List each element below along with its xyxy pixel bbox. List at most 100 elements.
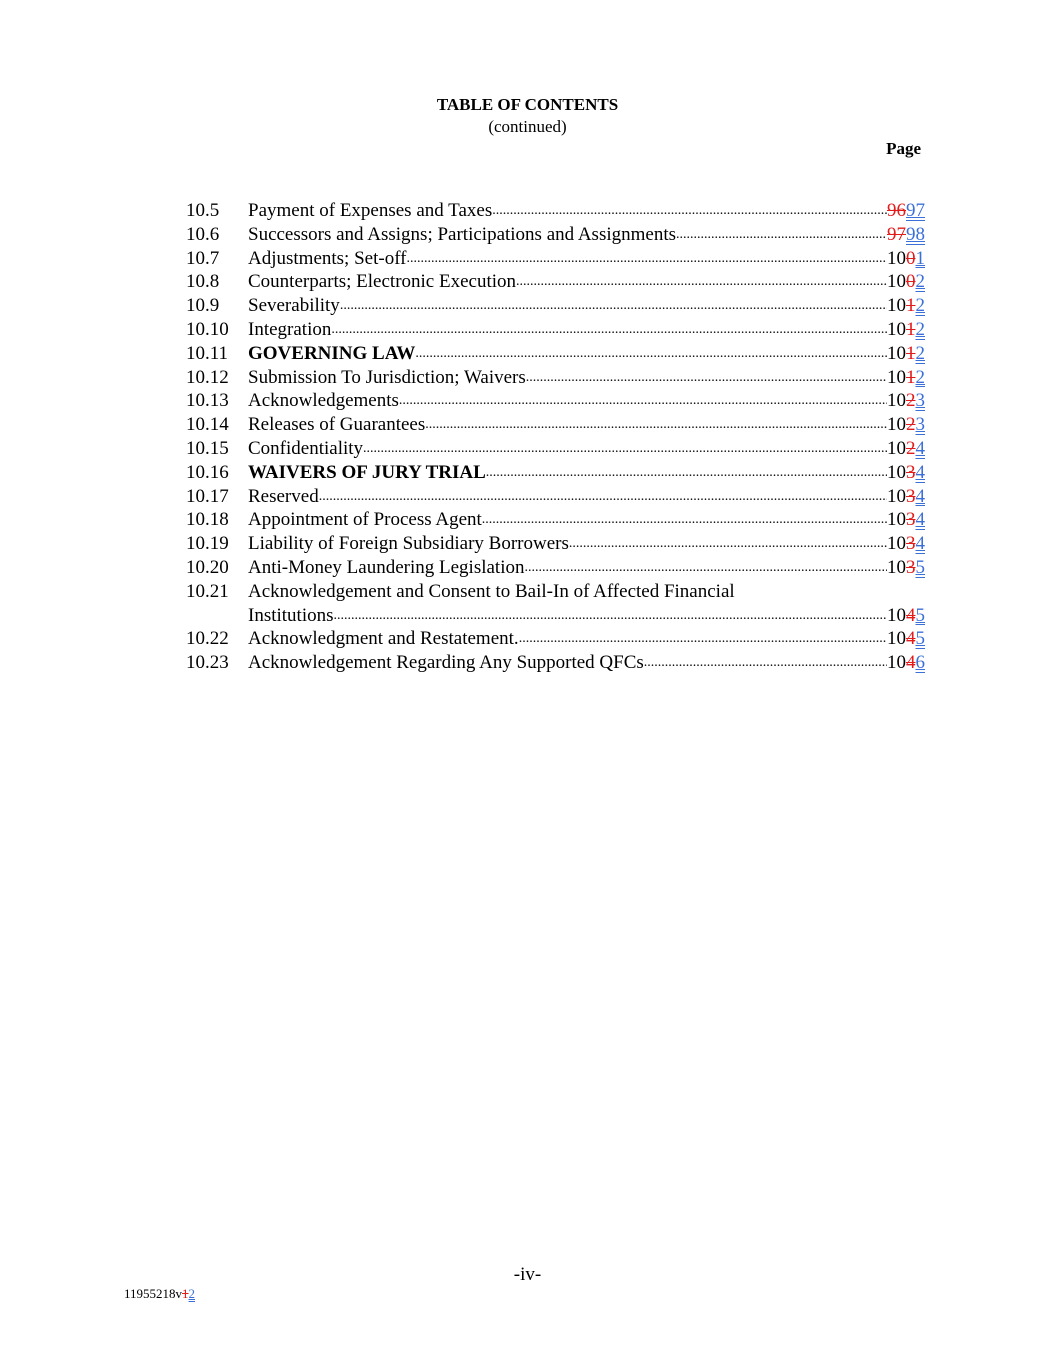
toc-entry[interactable]: 10.18 Appointment of Process Agent 1034 [186, 508, 925, 532]
page-deleted: 0 [906, 271, 916, 293]
toc-entry[interactable]: 10.9 Severability 1012 [186, 294, 925, 318]
toc-page-ref: 1046 [887, 651, 925, 675]
toc-entry-continuation[interactable]: Institutions 1045 [186, 604, 925, 628]
page-base: 10 [887, 509, 906, 531]
toc-entry[interactable]: 10.7 Adjustments; Set-off 1001 [186, 247, 925, 271]
toc-section-number: 10.19 [186, 533, 229, 555]
page-column-label: Page [886, 139, 921, 158]
page-inserted: 4 [915, 461, 926, 483]
toc-entry[interactable]: 10.5 Payment of Expenses and Taxes 9697 [186, 199, 925, 223]
toc-section-number: 10.6 [186, 223, 220, 245]
toc-subtitle: (continued) [488, 117, 567, 136]
page-base: 10 [887, 437, 906, 459]
leader-dots [525, 556, 888, 580]
toc-entry[interactable]: 10.23 Acknowledgement Regarding Any Suppo… [186, 651, 925, 675]
page-base: 10 [887, 604, 906, 626]
toc-entry[interactable]: 10.21 Acknowledgement and Consent to Bail… [186, 580, 925, 604]
page-inserted: 3 [915, 390, 926, 412]
toc-entry[interactable]: 10.16 WAIVERS OF JURY TRIAL 1034 [186, 461, 925, 485]
toc-section-number: 10.7 [186, 247, 220, 269]
page-inserted: 5 [915, 604, 926, 626]
page-inserted: 2 [915, 342, 926, 364]
leader-dots [363, 437, 887, 461]
leader-dots [482, 508, 887, 532]
leader-dots [526, 366, 887, 390]
toc-page-ref: 1023 [887, 389, 925, 413]
page-deleted: 1 [906, 295, 916, 317]
toc-page-ref: 9697 [887, 199, 925, 223]
page-deleted: 97 [887, 223, 906, 245]
page-inserted: 4 [915, 485, 926, 507]
page-inserted: 4 [915, 437, 926, 459]
page-deleted: 1 [906, 366, 916, 388]
page-base: 10 [887, 318, 906, 340]
toc-page-ref: 1001 [887, 247, 925, 271]
toc-page-ref: 1034 [887, 532, 925, 556]
page-inserted: 3 [915, 414, 926, 436]
toc-section-title: Acknowledgement Regarding Any Supported … [248, 652, 644, 674]
toc-entry[interactable]: 10.13 Acknowledgements 1023 [186, 389, 925, 413]
toc-page-ref: 1034 [887, 508, 925, 532]
toc-title: TABLE OF CONTENTS [436, 95, 619, 114]
toc-section-number: 10.20 [186, 556, 229, 578]
toc-section-title: Reserved [248, 485, 319, 507]
toc-section-title: Successors and Assigns; Participations a… [248, 223, 677, 245]
toc-page-ref: 1045 [887, 627, 925, 651]
toc-page-ref: 9798 [887, 223, 925, 247]
leader-dots [492, 199, 887, 223]
toc-section-number: 10.22 [186, 628, 229, 650]
leader-dots [399, 389, 887, 413]
toc-section-title: Appointment of Process Agent [248, 509, 482, 531]
toc-entry[interactable]: 10.10 Integration 1012 [186, 318, 925, 342]
toc-section-title: Severability [248, 295, 340, 317]
toc-section-title: Acknowledgements [248, 390, 399, 412]
page-inserted: 4 [915, 533, 926, 555]
doc-id-inserted: 2 [188, 1286, 196, 1301]
page-base: 10 [887, 414, 906, 436]
toc-section-title: GOVERNING LAW [248, 342, 416, 364]
toc-entry[interactable]: 10.15 Confidentiality 1024 [186, 437, 925, 461]
leader-dots [331, 318, 887, 342]
toc-section-number: 10.21 [186, 580, 229, 602]
page-inserted: 5 [915, 556, 926, 578]
leader-dots [516, 270, 887, 294]
page-deleted: 3 [906, 461, 916, 483]
page-base: 10 [887, 271, 906, 293]
page-base: 10 [887, 533, 906, 555]
page-deleted: 4 [906, 604, 916, 626]
page-inserted: 2 [915, 271, 926, 293]
toc-entry[interactable]: 10.17 Reserved 1034 [186, 485, 925, 509]
toc-entry[interactable]: 10.8 Counterparts; Electronic Execution 10… [186, 270, 925, 294]
toc-section-number: 10.23 [186, 652, 229, 674]
page-base: 10 [887, 295, 906, 317]
toc-page-ref: 1045 [887, 604, 925, 628]
toc-section-title: Submission To Jurisdiction; Waivers [248, 366, 526, 388]
toc-section-title: Counterparts; Electronic Execution [248, 271, 517, 293]
toc-section-number: 10.8 [186, 271, 220, 293]
page-deleted: 96 [887, 200, 906, 221]
toc-section-number: 10.9 [186, 295, 220, 317]
page-base: 10 [887, 342, 906, 364]
toc-page-ref: 1012 [887, 318, 925, 342]
toc-entry[interactable]: 10.20 Anti-Money Laundering Legislation 10… [186, 556, 925, 580]
page-deleted: 3 [906, 533, 916, 555]
toc-section-title: Payment of Expenses and Taxes [248, 200, 493, 221]
page-base: 10 [887, 652, 906, 674]
page-deleted: 1 [906, 342, 916, 364]
page-deleted: 2 [906, 390, 916, 412]
toc-section-title: Releases of Guarantees [248, 414, 426, 436]
toc-entry[interactable]: 10.11 GOVERNING LAW 1012 [186, 342, 925, 366]
leader-dots [569, 532, 887, 556]
page-deleted: 3 [906, 556, 916, 578]
page-base: 10 [887, 556, 906, 578]
page-deleted: 1 [906, 318, 916, 340]
toc-entry[interactable]: 10.6 Successors and Assigns; Participatio… [186, 223, 925, 247]
toc-section-title: Acknowledgement and Consent to Bail-In o… [248, 580, 735, 602]
toc-entry[interactable]: 10.22 Acknowledgment and Restatement. 1045 [186, 627, 925, 651]
toc-entry[interactable]: 10.19 Liability of Foreign Subsidiary Bor… [186, 532, 925, 556]
toc-entry[interactable]: 10.12 Submission To Jurisdiction; Waivers… [186, 366, 925, 390]
toc-entry[interactable]: 10.14 Releases of Guarantees 1023 [186, 413, 925, 437]
page-inserted: 6 [915, 652, 926, 674]
